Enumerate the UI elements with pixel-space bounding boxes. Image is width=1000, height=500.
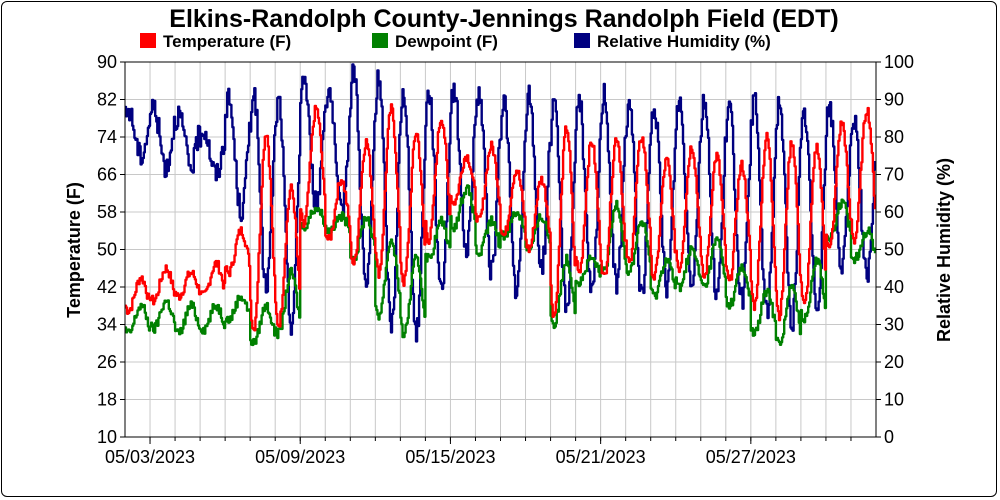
y-axis-right: 0 10 20 30 40 50 60 70 80 90 100 (876, 52, 914, 447)
x-tick-label: 05/21/2023 (556, 447, 646, 467)
legend-swatch-dewpoint (372, 33, 388, 48)
x-tick-label: 05/03/2023 (105, 447, 195, 467)
y-tick-label: 58 (97, 202, 117, 222)
y-tick-label: 18 (97, 390, 117, 410)
chart-title: Elkins-Randolph County-Jennings Randolph… (169, 5, 838, 33)
x-axis: 05/03/2023 05/09/2023 05/15/2023 05/21/2023… (105, 437, 852, 467)
y2-tick-label: 70 (884, 165, 904, 185)
y2-tick-label: 60 (884, 202, 904, 222)
plot-area (124, 63, 877, 347)
y2-tick-label: 40 (884, 277, 904, 297)
y-tick-label: 42 (97, 277, 117, 297)
y2-tick-label: 10 (884, 390, 904, 410)
y2-tick-label: 20 (884, 352, 904, 372)
y2-tick-label: 0 (884, 427, 894, 447)
y-tick-label: 90 (97, 52, 117, 72)
legend-label-humidity: Relative Humidity (%) (597, 32, 771, 51)
y-tick-label: 34 (97, 315, 117, 335)
series-line-temperature (124, 103, 877, 332)
y2-tick-label: 30 (884, 315, 904, 335)
series-line-humidity (124, 63, 877, 343)
legend-label-temperature: Temperature (F) (163, 32, 291, 51)
y-axis-label-right: Relative Humidity (%) (934, 158, 954, 342)
y2-tick-label: 80 (884, 127, 904, 147)
y-tick-label: 74 (97, 127, 117, 147)
x-tick-label: 05/09/2023 (255, 447, 345, 467)
y-tick-label: 26 (97, 352, 117, 372)
legend-swatch-humidity (574, 33, 590, 48)
legend-swatch-temperature (140, 33, 156, 48)
x-tick-label: 05/27/2023 (706, 447, 796, 467)
y-tick-label: 66 (97, 165, 117, 185)
y-tick-label: 50 (97, 240, 117, 260)
legend: Temperature (F) Dewpoint (F) Relative Hu… (140, 32, 771, 51)
y-tick-label: 82 (97, 90, 117, 110)
y-axis-label-left: Temperature (F) (64, 182, 84, 318)
legend-label-dewpoint: Dewpoint (F) (395, 32, 498, 51)
y2-tick-label: 100 (884, 52, 914, 72)
y2-tick-label: 50 (884, 240, 904, 260)
y-tick-label: 10 (97, 427, 117, 447)
x-tick-label: 05/15/2023 (405, 447, 495, 467)
y-axis-left: 10 18 26 34 42 50 58 66 74 82 90 (97, 52, 125, 447)
y2-tick-label: 90 (884, 90, 904, 110)
